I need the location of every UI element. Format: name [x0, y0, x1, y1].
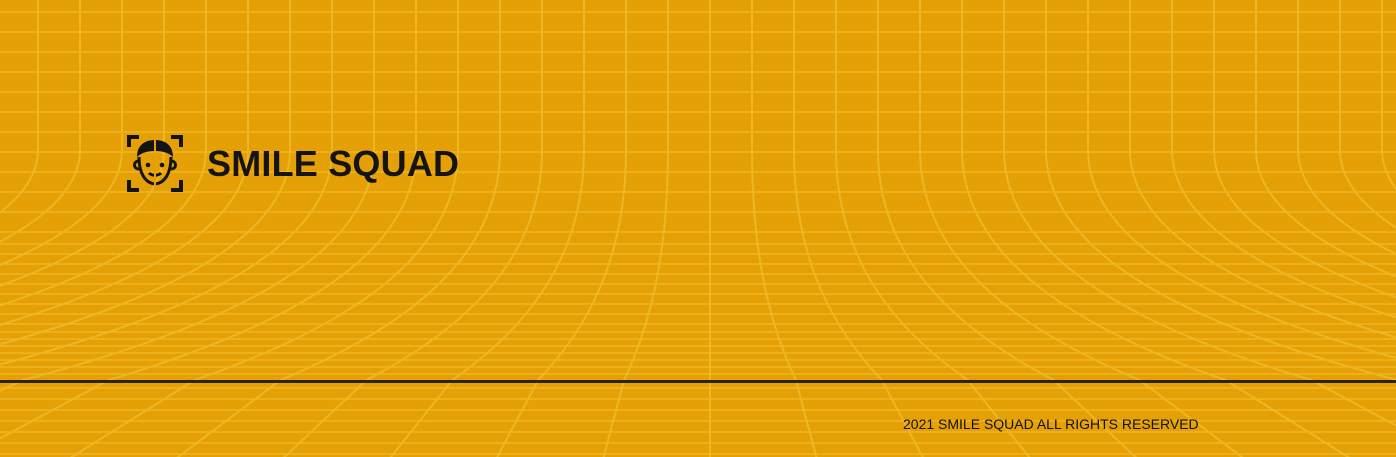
face-scan-icon: [127, 135, 183, 192]
copyright-text: 2021 SMILE SQUAD ALL RIGHTS RESERVED: [903, 416, 1199, 432]
brand[interactable]: SMILE SQUAD: [127, 135, 459, 192]
footer-divider: [0, 380, 1396, 383]
brand-name: SMILE SQUAD: [207, 142, 460, 184]
